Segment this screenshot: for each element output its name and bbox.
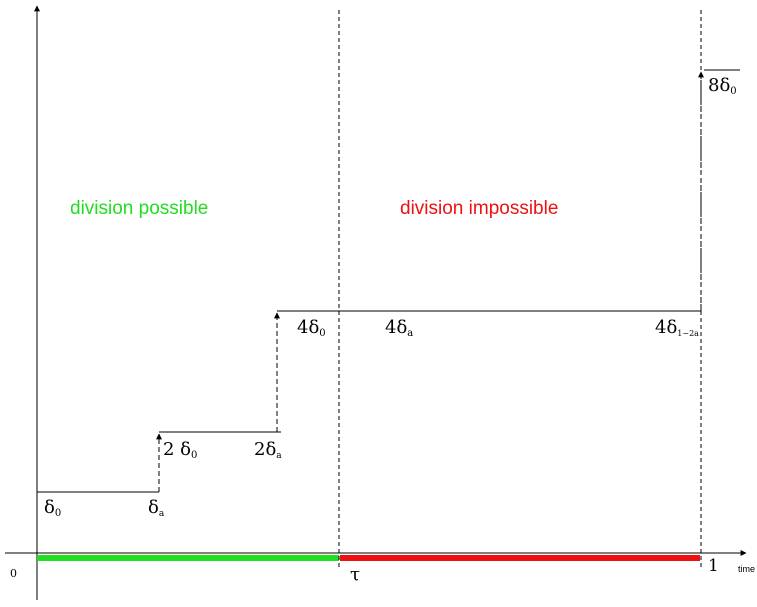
step-4-label: 8δ0 — [708, 75, 737, 97]
step-1-right-label: δa — [148, 497, 165, 519]
division-possible-label: division possible — [70, 198, 208, 219]
end-label: 1 — [708, 556, 719, 576]
tau-label: τ — [350, 564, 360, 585]
step-3-mid-label: 4δa — [385, 317, 413, 339]
step-3-right-label: 4δ1−2a — [655, 317, 699, 338]
time-label: time — [738, 564, 755, 574]
step-2-right-label: 2δa — [254, 439, 282, 461]
step-1-left-label: δ0 — [44, 497, 61, 519]
origin-label: 0 — [10, 567, 17, 580]
division-impossible-label: division impossible — [400, 198, 558, 219]
step-2-left-label: 2 δ0 — [163, 439, 197, 461]
step-3-left-label: 4δ0 — [297, 317, 326, 339]
